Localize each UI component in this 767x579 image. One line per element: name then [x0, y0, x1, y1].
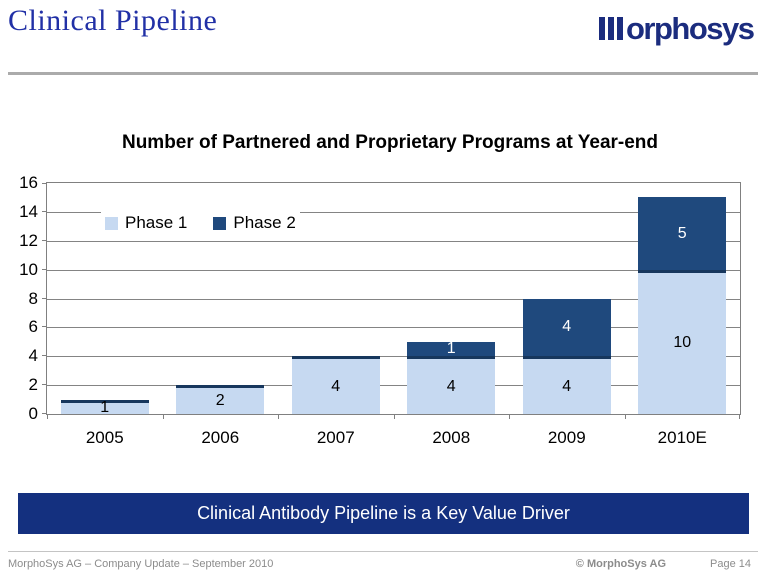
bar-value-label: 4 — [331, 377, 341, 395]
footer-left-text: MorphoSys AG – Company Update – Septembe… — [8, 558, 274, 570]
gridline — [47, 211, 740, 213]
bar-value-label: 4 — [446, 377, 456, 395]
y-tick-label: 0 — [28, 404, 38, 423]
y-tick-label: 14 — [19, 201, 38, 221]
bar-value-label: 4 — [562, 377, 572, 395]
gridline — [47, 269, 740, 271]
x-tick-label: 2009 — [547, 428, 586, 447]
bar-value-label: 10 — [673, 334, 692, 352]
x-axis-tick — [47, 414, 48, 419]
bar-value-label: 4 — [562, 318, 572, 336]
x-axis-tick — [278, 414, 279, 419]
bar-segment-phase-2: 1 — [407, 340, 496, 358]
y-tick-label: 8 — [28, 288, 38, 308]
bar-value-label: 5 — [677, 224, 687, 242]
bar-value-label: 1 — [100, 399, 110, 417]
x-axis-tick — [393, 414, 395, 419]
y-axis-tick — [42, 239, 47, 241]
y-axis-tick — [42, 297, 47, 299]
x-tick-label: 2010E — [657, 428, 707, 447]
chart-legend: Phase 1 Phase 2 — [101, 211, 300, 235]
legend-label-phase2: Phase 2 — [233, 213, 296, 232]
bar-segment-phase-2: 5 — [638, 197, 727, 270]
gridline — [47, 356, 740, 358]
footer-copyright: © MorphoSys AG — [575, 558, 666, 570]
bar-segment-phase-1: 4 — [522, 356, 611, 414]
y-axis-tick — [42, 268, 47, 270]
footer-divider — [8, 551, 758, 552]
x-axis-tick — [509, 414, 510, 419]
bar-segment-phase-1: 2 — [176, 385, 265, 414]
y-tick-label: 16 — [19, 173, 38, 192]
morphosys-logo: orphosys — [597, 6, 759, 59]
header-divider — [8, 72, 758, 75]
gridline — [47, 240, 740, 242]
svg-text:orphosys: orphosys — [626, 11, 754, 46]
x-tick-label: 2006 — [201, 428, 240, 447]
bar-segment-phase-1: 10 — [638, 269, 727, 414]
bar-segment-phase-2: 4 — [522, 298, 611, 357]
bar-value-label: 2 — [215, 392, 225, 410]
bar-segment-phase-1: 4 — [291, 356, 380, 414]
gridline — [47, 385, 740, 387]
y-axis-tick — [42, 210, 47, 212]
y-axis-tick — [42, 413, 47, 414]
y-axis-tick — [42, 326, 47, 328]
x-axis-tick — [739, 414, 740, 419]
y-axis-tick — [42, 384, 47, 386]
gridline — [47, 327, 740, 329]
legend-item-phase1: Phase 1 — [105, 213, 187, 233]
legend-label-phase1: Phase 1 — [125, 213, 188, 232]
bar-segment-phase-1: 4 — [407, 356, 496, 414]
x-tick-label: 2007 — [316, 428, 355, 447]
phase1-swatch-icon — [105, 216, 118, 230]
gridline — [47, 298, 740, 300]
page-title: Clinical Pipeline — [8, 4, 218, 37]
morphosys-logo-icon: orphosys — [599, 11, 755, 46]
x-tick-label: 2008 — [432, 428, 471, 447]
key-message-banner: Clinical Antibody Pipeline is a Key Valu… — [18, 493, 749, 534]
legend-item-phase2: Phase 2 — [213, 213, 296, 233]
y-axis-tick — [42, 183, 47, 184]
bar-value-label: 1 — [446, 340, 456, 358]
phase2-swatch-icon — [213, 216, 227, 230]
chart-title: Number of Partnered and Proprietary Prog… — [121, 132, 659, 153]
plot-area: Phase 1 Phase 2 0 2 4 6 8 10 12 14 16 1 2005 2 2006 4… — [19, 174, 741, 447]
bar-segment-phase-1: 1 — [60, 399, 149, 417]
y-axis-tick — [42, 355, 47, 357]
x-tick-label: 2005 — [85, 428, 124, 447]
y-tick-label: 10 — [19, 259, 38, 279]
y-tick-label: 4 — [28, 346, 38, 366]
y-tick-label: 12 — [19, 230, 38, 250]
y-tick-label: 2 — [28, 375, 38, 395]
x-axis-tick — [624, 414, 626, 419]
footer-page-number: Page 14 — [710, 558, 751, 570]
x-axis-tick — [162, 414, 164, 419]
banner-text: Clinical Antibody Pipeline is a Key Valu… — [197, 503, 570, 523]
y-tick-label: 6 — [28, 317, 38, 337]
